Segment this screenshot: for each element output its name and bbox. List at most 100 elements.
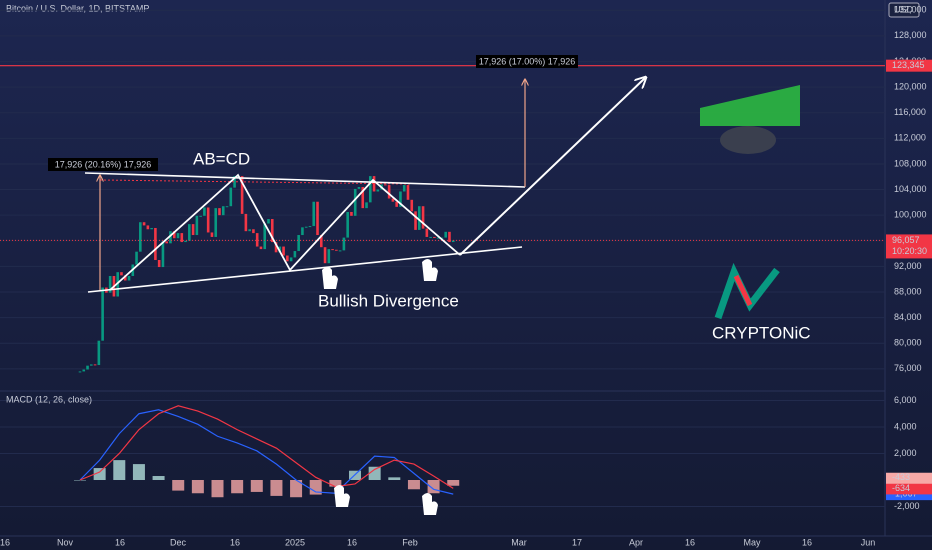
candle xyxy=(78,371,82,373)
histogram-bar xyxy=(152,476,165,480)
projection-arrow xyxy=(459,78,645,256)
histogram-bar xyxy=(211,480,224,498)
candle xyxy=(120,272,123,276)
x-tick-label: Mar xyxy=(511,537,527,547)
macd-line xyxy=(79,405,454,489)
candle xyxy=(342,237,346,251)
candle xyxy=(391,198,395,202)
candle xyxy=(402,185,406,192)
candle xyxy=(297,235,300,252)
x-tick-label: 16 xyxy=(0,537,10,547)
bull-icon xyxy=(700,85,800,126)
candle xyxy=(418,206,421,230)
support-line xyxy=(87,246,523,293)
histogram-bar xyxy=(74,480,86,481)
measure-label: 17,926 (17.00%) 17,926 xyxy=(479,56,576,66)
candle xyxy=(421,206,425,229)
x-tick-label: 16 xyxy=(347,537,357,547)
x-tick-label: 17 xyxy=(572,537,582,547)
histogram-bar xyxy=(388,477,401,480)
candle xyxy=(278,246,282,253)
x-tick-label: 16 xyxy=(685,537,695,547)
hand-icon xyxy=(422,493,438,515)
candle xyxy=(97,340,101,366)
candle xyxy=(240,176,244,214)
measure-box xyxy=(476,55,578,68)
y-tick-label: 2,000 xyxy=(894,448,917,458)
candle xyxy=(86,365,89,370)
candle xyxy=(225,206,229,208)
candle xyxy=(293,251,297,258)
candle xyxy=(433,236,436,238)
countdown: 10:20:30 xyxy=(892,246,927,256)
x-tick-label: 16 xyxy=(802,537,812,547)
histogram-bar xyxy=(191,480,204,494)
candle xyxy=(154,227,157,260)
bull-icon xyxy=(720,126,776,154)
candle xyxy=(319,235,323,248)
candle xyxy=(395,201,398,207)
candle xyxy=(399,191,402,207)
y-tick-label: 104,000 xyxy=(894,184,927,194)
candle xyxy=(248,229,251,232)
histogram-bar xyxy=(309,480,322,495)
logo-text: CRYPTONiC xyxy=(712,323,811,342)
histogram-bar xyxy=(368,466,381,480)
hand-icon xyxy=(422,259,438,281)
candle xyxy=(353,188,357,216)
candle xyxy=(282,246,285,256)
candle xyxy=(188,224,191,241)
candle xyxy=(139,222,142,252)
logo-mark xyxy=(733,274,753,307)
candle xyxy=(335,249,338,251)
candle xyxy=(233,176,236,188)
candle xyxy=(206,207,210,233)
candle xyxy=(157,260,161,268)
price-tag xyxy=(886,234,932,259)
candle xyxy=(331,249,334,251)
candle xyxy=(244,213,248,232)
candle xyxy=(327,249,331,264)
candle xyxy=(308,226,312,228)
annotation: AB=CD xyxy=(193,149,250,168)
candle xyxy=(93,364,97,366)
y-tick-label: 6,000 xyxy=(894,395,917,405)
candle xyxy=(270,219,274,243)
candle xyxy=(259,246,263,250)
value-tag xyxy=(886,472,932,484)
candle xyxy=(414,211,417,230)
price-tag xyxy=(886,59,932,72)
candle xyxy=(195,215,199,236)
candle xyxy=(410,199,414,212)
candle xyxy=(365,202,368,209)
hand-icon xyxy=(322,267,338,289)
y-tick-label: 92,000 xyxy=(894,261,922,271)
candle xyxy=(218,208,221,216)
candle xyxy=(323,247,327,264)
candle xyxy=(372,176,376,192)
currency-box[interactable] xyxy=(888,2,920,18)
candle xyxy=(135,251,138,265)
price-label: 123,345 xyxy=(892,60,925,70)
candle xyxy=(123,275,127,281)
value-tag xyxy=(886,489,932,501)
candle xyxy=(191,224,195,236)
chart-title: Bitcoin / U.S. Dollar, 1D, BITSTAMP xyxy=(6,3,149,13)
x-tick-label: 16 xyxy=(230,537,240,547)
candle xyxy=(387,185,391,199)
candle xyxy=(82,369,86,372)
candle xyxy=(316,201,319,236)
x-tick-label: Jun xyxy=(861,537,876,547)
candle xyxy=(180,233,184,243)
histogram-bar xyxy=(132,464,145,480)
y-tick-label: -2,000 xyxy=(894,501,920,511)
candle xyxy=(312,201,316,227)
y-tick-label: 88,000 xyxy=(894,286,922,296)
candle xyxy=(274,242,278,253)
histogram-bar xyxy=(270,480,283,496)
candle xyxy=(436,237,440,239)
value-label: -433 xyxy=(892,472,910,482)
candle xyxy=(165,241,169,244)
histogram-bar xyxy=(407,480,420,490)
